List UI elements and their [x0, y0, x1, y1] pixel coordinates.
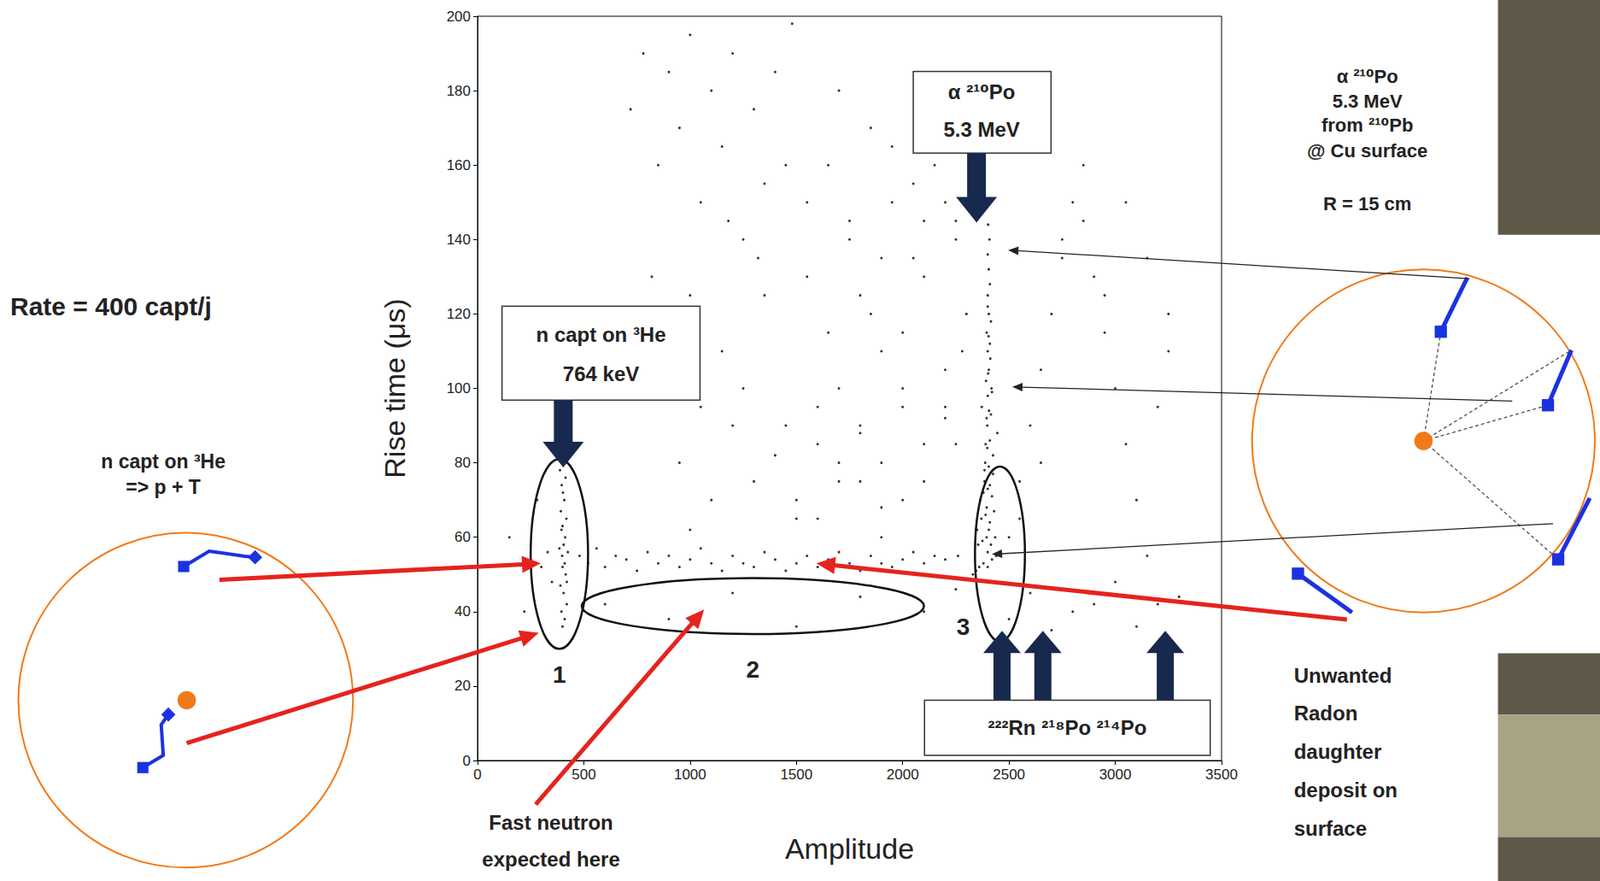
svg-text:n capt on ³He: n capt on ³He [100, 450, 226, 473]
svg-text:3000: 3000 [1099, 766, 1132, 783]
svg-text:100: 100 [446, 380, 471, 397]
svg-text:140: 140 [446, 231, 471, 248]
svg-text:200: 200 [446, 8, 471, 25]
svg-text:deposit on: deposit on [1294, 778, 1398, 802]
svg-text:180: 180 [446, 82, 471, 100]
svg-text:=> p + T: => p + T [125, 475, 201, 499]
svg-text:Amplitude: Amplitude [785, 832, 915, 865]
svg-text:R = 15 cm: R = 15 cm [1323, 193, 1412, 215]
svg-text:500: 500 [571, 766, 596, 783]
svg-text:5.3 MeV: 5.3 MeV [943, 117, 1020, 141]
svg-text:Unwanted: Unwanted [1294, 663, 1393, 687]
svg-text:surface: surface [1294, 816, 1367, 840]
svg-text:Radon: Radon [1294, 701, 1359, 725]
svg-text:3500: 3500 [1205, 766, 1238, 783]
svg-text:5.3 MeV: 5.3 MeV [1332, 90, 1403, 112]
svg-text:2500: 2500 [992, 766, 1026, 783]
svg-text:764 keV: 764 keV [562, 362, 639, 386]
svg-text:0: 0 [463, 752, 471, 769]
svg-text:Rise time (μs): Rise time (μs) [378, 298, 411, 478]
svg-text:2000: 2000 [886, 766, 920, 783]
svg-text:3: 3 [956, 613, 971, 640]
svg-text:0: 0 [473, 766, 481, 783]
svg-text:expected here: expected here [481, 847, 620, 871]
svg-text:1500: 1500 [779, 766, 813, 783]
svg-text:n capt on ³He: n capt on ³He [536, 322, 667, 346]
svg-text:daughter: daughter [1294, 739, 1383, 763]
svg-text:20: 20 [454, 677, 471, 694]
svg-text:80: 80 [454, 454, 471, 471]
svg-text:1: 1 [552, 661, 567, 688]
svg-text:1000: 1000 [673, 766, 707, 783]
svg-text:40: 40 [454, 603, 471, 620]
svg-text:2: 2 [745, 656, 760, 683]
svg-text:α ²¹⁰Po: α ²¹⁰Po [948, 80, 1016, 104]
svg-text:from ²¹⁰Pb: from ²¹⁰Pb [1321, 114, 1413, 136]
svg-text:²²²Rn ²¹⁸Po ²¹⁴Po: ²²²Rn ²¹⁸Po ²¹⁴Po [988, 715, 1148, 739]
svg-text:60: 60 [454, 528, 471, 546]
svg-text:Rate = 400 capt/j: Rate = 400 capt/j [10, 292, 212, 321]
svg-text:α ²¹⁰Po: α ²¹⁰Po [1336, 65, 1399, 88]
svg-text:Fast neutron: Fast neutron [488, 810, 613, 834]
svg-text:120: 120 [446, 305, 471, 323]
svg-text:@ Cu surface: @ Cu surface [1306, 140, 1428, 162]
svg-text:160: 160 [446, 157, 471, 174]
